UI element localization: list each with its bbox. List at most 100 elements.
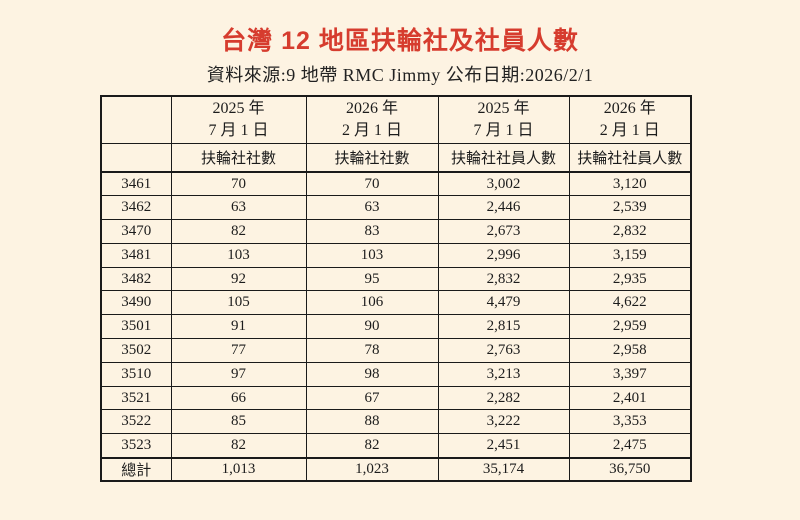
col-header-date-2: 2026 年 2 月 1 日: [305, 95, 439, 144]
value-cell: 36,750: [568, 456, 692, 482]
value-cell: 1,023: [305, 456, 439, 482]
value-cell: 82: [305, 433, 439, 459]
value-cell: 98: [305, 361, 439, 387]
value-cell: 3,159: [568, 242, 692, 268]
table-row: 3462 63 63 2,446 2,539: [100, 195, 692, 221]
value-cell: 2,451: [437, 433, 570, 459]
header-year: 2026 年: [603, 99, 656, 117]
value-cell: 4,479: [437, 290, 570, 316]
value-cell: 2,539: [568, 195, 692, 221]
header-date: 7 月 1 日: [473, 121, 534, 139]
value-cell: 2,673: [437, 219, 570, 244]
value-cell: 2,401: [568, 385, 692, 411]
value-cell: 88: [305, 409, 439, 435]
table-row: 3523 82 82 2,451 2,475: [100, 433, 692, 459]
value-cell: 2,446: [437, 195, 570, 221]
col-header-measure-1: 扶輪社社數: [170, 142, 307, 173]
col-header-measure-3: 扶輪社社員人數: [437, 142, 570, 173]
value-cell: 2,935: [568, 266, 692, 292]
value-cell: 103: [170, 242, 307, 268]
table-total-row: 總計 1,013 1,023 35,174 36,750: [100, 456, 692, 482]
value-cell: 2,996: [437, 242, 570, 268]
district-cell: 3470: [100, 219, 172, 244]
col-header-measure-2: 扶輪社社數: [305, 142, 439, 173]
page-title: 台灣 12 地區扶輪社及社員人數: [221, 27, 579, 55]
value-cell: 92: [170, 266, 307, 292]
value-cell: 2,475: [568, 433, 692, 459]
value-cell: 2,959: [568, 314, 692, 340]
corner-cell: [100, 95, 172, 144]
value-cell: 2,763: [437, 338, 570, 363]
district-cell: 3522: [100, 409, 172, 435]
col-header-date-4: 2026 年 2 月 1 日: [568, 95, 692, 144]
value-cell: 2,958: [568, 338, 692, 363]
header-year: 2025 年: [477, 99, 530, 117]
table-row: 3470 82 83 2,673 2,832: [100, 219, 692, 244]
source-note: 資料來源:9 地帶 RMC Jimmy 公布日期:2026/2/1: [206, 65, 594, 85]
value-cell: 95: [305, 266, 439, 292]
value-cell: 82: [170, 433, 307, 459]
header-row-measures: 扶輪社社數 扶輪社社數 扶輪社社員人數 扶輪社社員人數: [100, 142, 692, 173]
district-cell: 3482: [100, 266, 172, 292]
value-cell: 83: [305, 219, 439, 244]
district-cell: 3501: [100, 314, 172, 340]
header-row-dates: 2025 年 7 月 1 日 2026 年 2 月 1 日 2025 年 7 月…: [100, 95, 692, 144]
table-row: 3461 70 70 3,002 3,120: [100, 171, 692, 197]
district-cell: 3481: [100, 242, 172, 268]
table-row: 3481 103 103 2,996 3,159: [100, 242, 692, 268]
col-header-date-3: 2025 年 7 月 1 日: [437, 95, 570, 144]
value-cell: 3,353: [568, 409, 692, 435]
header-date: 2 月 1 日: [341, 121, 402, 139]
value-cell: 2,815: [437, 314, 570, 340]
col-header-measure-4: 扶輪社社員人數: [568, 142, 692, 173]
col-header-date-1: 2025 年 7 月 1 日: [170, 95, 307, 144]
table-row: 3510 97 98 3,213 3,397: [100, 361, 692, 387]
district-cell: 3510: [100, 361, 172, 387]
table-row: 3521 66 67 2,282 2,401: [100, 385, 692, 411]
value-cell: 3,002: [437, 171, 570, 197]
district-cell: 3462: [100, 195, 172, 221]
district-cell: 3521: [100, 385, 172, 411]
value-cell: 1,013: [170, 456, 307, 482]
value-cell: 78: [305, 338, 439, 363]
value-cell: 70: [170, 171, 307, 197]
corner-cell: [100, 142, 172, 173]
value-cell: 63: [305, 195, 439, 221]
value-cell: 2,282: [437, 385, 570, 411]
value-cell: 4,622: [568, 290, 692, 316]
table-row: 3522 85 88 3,222 3,353: [100, 409, 692, 435]
district-cell: 3502: [100, 338, 172, 363]
value-cell: 63: [170, 195, 307, 221]
value-cell: 35,174: [437, 456, 570, 482]
district-cell: 3461: [100, 171, 172, 197]
district-cell: 總計: [100, 456, 172, 482]
table-row: 3482 92 95 2,832 2,935: [100, 266, 692, 292]
header-year: 2025 年: [212, 99, 265, 117]
value-cell: 70: [305, 171, 439, 197]
value-cell: 67: [305, 385, 439, 411]
header-date: 2 月 1 日: [599, 121, 660, 139]
value-cell: 85: [170, 409, 307, 435]
districts-table: 2025 年 7 月 1 日 2026 年 2 月 1 日 2025 年 7 月…: [100, 95, 692, 483]
value-cell: 103: [305, 242, 439, 268]
value-cell: 3,120: [568, 171, 692, 197]
value-cell: 2,832: [568, 219, 692, 244]
value-cell: 2,832: [437, 266, 570, 292]
value-cell: 82: [170, 219, 307, 244]
value-cell: 3,213: [437, 361, 570, 387]
value-cell: 105: [170, 290, 307, 316]
value-cell: 77: [170, 338, 307, 363]
district-cell: 3490: [100, 290, 172, 316]
value-cell: 3,397: [568, 361, 692, 387]
value-cell: 97: [170, 361, 307, 387]
table-row: 3502 77 78 2,763 2,958: [100, 338, 692, 363]
value-cell: 3,222: [437, 409, 570, 435]
header-year: 2026 年: [345, 99, 398, 117]
header-date: 7 月 1 日: [208, 121, 269, 139]
table-row: 3501 91 90 2,815 2,959: [100, 314, 692, 340]
value-cell: 106: [305, 290, 439, 316]
table-row: 3490 105 106 4,479 4,622: [100, 290, 692, 316]
value-cell: 91: [170, 314, 307, 340]
value-cell: 66: [170, 385, 307, 411]
district-cell: 3523: [100, 433, 172, 459]
